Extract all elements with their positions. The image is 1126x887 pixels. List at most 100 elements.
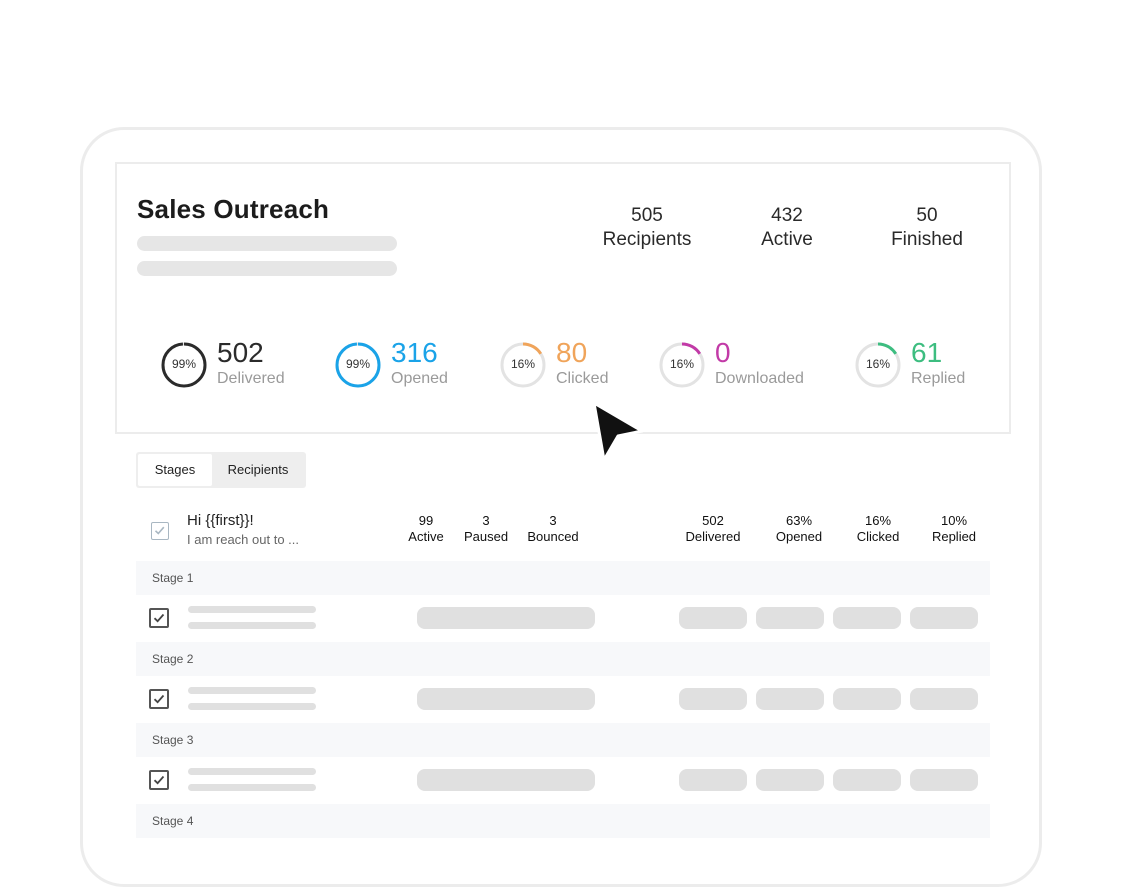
stage-label: Stage 3 [152, 733, 194, 747]
stage-header: Stage 2 [136, 642, 990, 676]
row-skeleton-status [417, 769, 595, 791]
progress-ring [159, 340, 209, 390]
kpi-label: Finished [891, 229, 963, 250]
progress-ring [498, 340, 548, 390]
column-label: Paused [463, 529, 509, 544]
message-preview: I am reach out to ... [187, 532, 299, 547]
row-skeleton-line [188, 622, 316, 629]
metric-value: 80 [556, 337, 588, 368]
ring-progress-arc [161, 342, 207, 388]
row-skeleton-status [417, 607, 595, 629]
metric-label: Clicked [556, 370, 609, 387]
row-skeleton-metric [679, 607, 747, 629]
campaign-summary-card: Sales Outreach 505 Recipients 432 Active… [115, 162, 1011, 434]
ring-progress-arc [335, 342, 381, 388]
view-tabs: Stages Recipients [136, 452, 306, 488]
column-label: Clicked [856, 529, 900, 544]
column-label: Bounced [527, 529, 579, 544]
column-label: Delivered [685, 529, 741, 544]
kpi-label: Active [761, 229, 813, 250]
row-checkbox[interactable] [149, 770, 169, 790]
column-value: 99 [418, 513, 434, 528]
kpi-value: 505 [631, 205, 663, 226]
stage-header: Stage 4 [136, 804, 990, 838]
column-value: 16% [864, 513, 892, 528]
kpi-value: 432 [771, 205, 803, 226]
kpi-value: 50 [916, 205, 938, 226]
metric-value: 61 [911, 337, 943, 368]
row-skeleton-line [188, 703, 316, 710]
row-skeleton-metric [910, 769, 978, 791]
ring-progress-arc [500, 342, 546, 388]
kpi-recipients: 505 Recipients [582, 204, 712, 252]
metric-label: Replied [911, 370, 966, 387]
column-label: Opened [775, 529, 823, 544]
metric-label: Delivered [217, 370, 285, 387]
title-skeleton-line-1 [137, 236, 397, 251]
row-skeleton-metric [679, 769, 747, 791]
stage-header: Stage 1 [136, 561, 990, 595]
ring-percent: 99% [345, 357, 371, 371]
ring-progress-arc [855, 342, 901, 388]
row-skeleton-line [188, 606, 316, 613]
column-paused: 3 Paused [456, 513, 516, 545]
kpi-active: 432 Active [722, 204, 852, 252]
select-all-checkbox[interactable] [151, 522, 169, 540]
ring-percent: 16% [865, 357, 891, 371]
column-value: 63% [785, 513, 813, 528]
column-replied: 10% Replied [922, 513, 986, 545]
row-skeleton-status [417, 688, 595, 710]
column-label: Active [408, 529, 444, 544]
progress-ring [333, 340, 383, 390]
column-value: 3 [549, 513, 557, 528]
row-skeleton-metric [756, 607, 824, 629]
column-delivered: 502 Delivered [678, 513, 748, 545]
metric-label: Opened [391, 370, 448, 387]
row-skeleton-metric [756, 769, 824, 791]
ring-percent: 16% [669, 357, 695, 371]
column-value: 502 [702, 513, 724, 528]
checkbox-checked-icon [153, 613, 165, 623]
progress-ring [657, 340, 707, 390]
row-checkbox[interactable] [149, 608, 169, 628]
checkbox-checked-icon [153, 775, 165, 785]
campaign-title: Sales Outreach [137, 194, 330, 224]
row-skeleton-metric [833, 607, 901, 629]
column-clicked: 16% Clicked [845, 513, 911, 545]
row-skeleton-metric [756, 688, 824, 710]
row-skeleton-line [188, 784, 316, 791]
metric-label: Downloaded [715, 370, 804, 387]
column-opened: 63% Opened [766, 513, 832, 545]
column-active: 99 Active [400, 513, 452, 545]
pointer-arrow-icon [586, 398, 646, 468]
progress-ring [853, 340, 903, 390]
row-skeleton-metric [910, 688, 978, 710]
metric-value: 502 [217, 337, 264, 368]
tab-recipients[interactable]: Recipients [227, 462, 289, 477]
message-title: Hi {{first}}! [187, 512, 254, 529]
checkbox-checked-icon [154, 526, 165, 535]
metric-value: 316 [391, 337, 438, 368]
ring-percent: 16% [510, 357, 536, 371]
row-skeleton-metric [833, 688, 901, 710]
row-skeleton-line [188, 768, 316, 775]
column-value: 3 [482, 513, 490, 528]
row-checkbox[interactable] [149, 689, 169, 709]
stage-header: Stage 3 [136, 723, 990, 757]
stage-label: Stage 1 [152, 571, 194, 585]
row-skeleton-metric [833, 769, 901, 791]
ring-progress-arc [659, 342, 705, 388]
column-value: 10% [940, 513, 968, 528]
checkbox-checked-icon [153, 694, 165, 704]
stage-label: Stage 2 [152, 652, 194, 666]
column-bounced: 3 Bounced [520, 513, 586, 545]
metric-value: 0 [715, 337, 731, 368]
row-skeleton-line [188, 687, 316, 694]
row-skeleton-metric [679, 688, 747, 710]
kpi-label: Recipients [602, 229, 692, 250]
row-skeleton-metric [910, 607, 978, 629]
column-label: Replied [931, 529, 977, 544]
ring-percent: 99% [171, 357, 197, 371]
tab-stages[interactable]: Stages [138, 454, 212, 486]
title-skeleton-line-2 [137, 261, 397, 276]
